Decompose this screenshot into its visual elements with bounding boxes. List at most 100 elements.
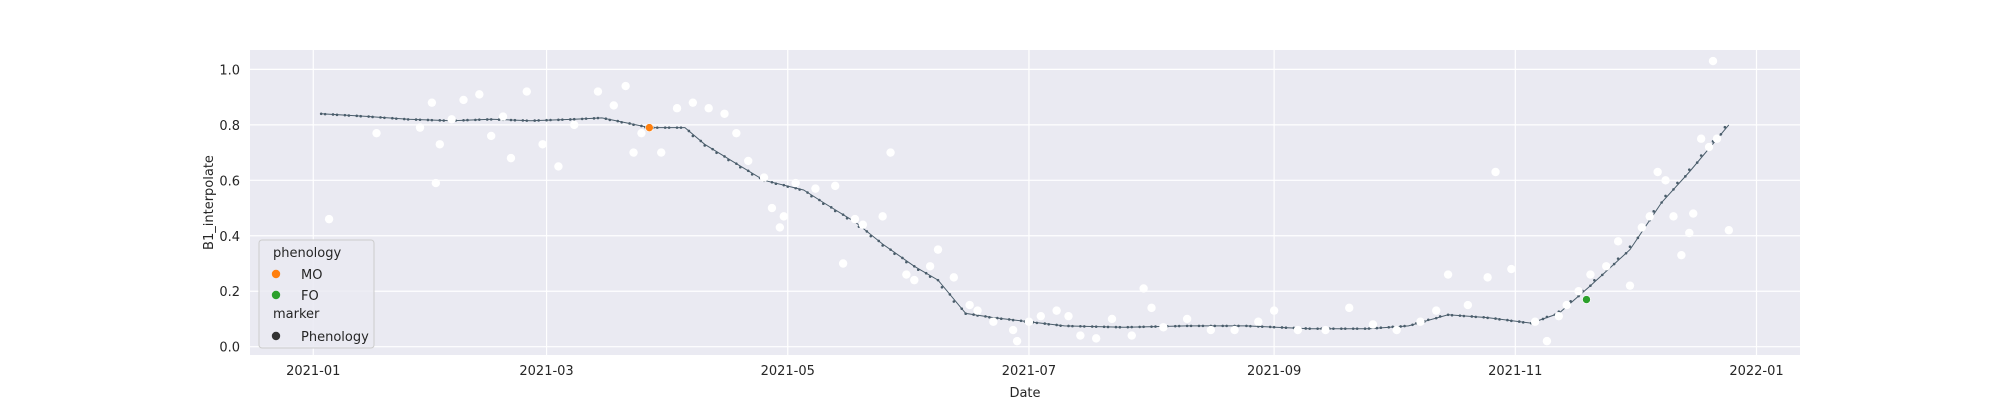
line-marker xyxy=(739,165,742,169)
line-marker xyxy=(1593,278,1596,282)
line-marker xyxy=(1177,324,1181,328)
line-marker xyxy=(889,248,892,251)
line-marker xyxy=(549,118,552,122)
observation-point xyxy=(886,148,895,157)
line-marker xyxy=(319,112,323,116)
observation-point xyxy=(1586,270,1595,279)
line-marker xyxy=(774,182,778,186)
x-tick-label: 2021-03 xyxy=(519,364,573,379)
line-marker xyxy=(580,117,584,121)
line-marker xyxy=(1221,324,1225,328)
observation-point xyxy=(1012,336,1022,346)
legend-fo-marker xyxy=(271,290,281,300)
phenology-point-mo xyxy=(645,123,654,132)
observation-point xyxy=(1107,314,1117,324)
x-tick-label: 2021-11 xyxy=(1488,364,1542,379)
line-marker xyxy=(1719,132,1723,136)
line-marker xyxy=(343,113,347,117)
line-marker xyxy=(1268,325,1272,329)
line-marker xyxy=(442,119,446,122)
x-tick-label: 2022-01 xyxy=(1729,364,1783,379)
observation-point xyxy=(1712,134,1722,143)
line-marker xyxy=(1114,325,1118,329)
line-marker xyxy=(359,114,363,118)
y-tick-label: 0.8 xyxy=(219,119,240,134)
observation-point xyxy=(447,115,456,124)
line-marker xyxy=(1154,325,1157,328)
observation-point xyxy=(1542,336,1552,346)
observation-point xyxy=(1368,320,1378,329)
line-marker xyxy=(1043,322,1047,325)
line-marker xyxy=(1506,318,1509,322)
line-marker xyxy=(916,268,920,272)
observation-point xyxy=(1230,325,1239,335)
line-marker xyxy=(1462,314,1466,318)
observation-point xyxy=(1206,325,1216,335)
line-marker xyxy=(936,278,940,282)
line-marker xyxy=(822,202,825,206)
line-marker xyxy=(727,158,730,162)
line-marker xyxy=(1411,323,1414,327)
line-marker xyxy=(1541,317,1545,321)
line-marker xyxy=(1304,327,1308,330)
line-marker xyxy=(1118,325,1122,329)
y-tick-label: 0.0 xyxy=(219,341,240,356)
observation-point xyxy=(1254,317,1263,326)
observation-point xyxy=(1416,317,1425,326)
line-marker xyxy=(335,113,339,117)
line-marker xyxy=(1308,327,1311,330)
observation-point xyxy=(1443,270,1453,279)
observation-point xyxy=(949,273,959,282)
line-marker xyxy=(1438,315,1442,318)
line-marker xyxy=(1340,327,1343,330)
observation-point xyxy=(1645,212,1654,221)
line-marker xyxy=(584,117,588,120)
line-marker xyxy=(1628,245,1632,248)
observation-point xyxy=(878,212,887,221)
line-marker xyxy=(438,119,442,122)
line-marker xyxy=(1379,326,1383,329)
line-marker xyxy=(786,185,790,188)
line-marker xyxy=(1446,313,1450,317)
line-marker xyxy=(1150,325,1153,328)
line-marker xyxy=(865,230,869,233)
line-marker xyxy=(474,118,477,122)
plot-background xyxy=(250,50,1800,355)
line-marker xyxy=(711,147,714,151)
legend-fo-label: FO xyxy=(301,289,319,304)
line-marker xyxy=(1067,324,1070,328)
line-marker xyxy=(1130,325,1134,329)
legend-mo-marker xyxy=(271,269,281,279)
line-marker xyxy=(746,169,750,173)
line-marker xyxy=(1138,325,1141,329)
line-marker xyxy=(1011,318,1015,322)
observation-point xyxy=(850,214,860,224)
line-marker xyxy=(402,117,406,121)
observation-point xyxy=(704,104,713,113)
line-marker xyxy=(948,293,952,296)
line-marker xyxy=(972,313,975,316)
observation-point xyxy=(910,275,919,285)
legend-phenology-marker xyxy=(271,331,281,341)
line-marker xyxy=(1059,324,1062,327)
observation-point xyxy=(498,112,508,121)
line-marker xyxy=(1260,325,1264,328)
observation-point xyxy=(1613,237,1623,246)
line-marker xyxy=(667,126,671,129)
line-marker xyxy=(1126,325,1130,329)
observation-point xyxy=(1602,262,1611,271)
x-tick-label: 2021-05 xyxy=(761,364,815,379)
line-marker xyxy=(1079,324,1082,328)
line-marker xyxy=(521,119,525,122)
observation-points xyxy=(324,56,1734,346)
observation-point xyxy=(593,87,603,96)
observation-point xyxy=(1491,167,1500,177)
line-marker xyxy=(1577,294,1580,298)
line-marker xyxy=(1019,319,1023,323)
line-marker xyxy=(1284,326,1288,330)
observation-point xyxy=(415,123,425,132)
observation-point xyxy=(1127,331,1136,340)
observation-point xyxy=(1661,176,1670,185)
line-marker xyxy=(1055,323,1058,327)
y-tick-label: 1.0 xyxy=(219,63,240,78)
